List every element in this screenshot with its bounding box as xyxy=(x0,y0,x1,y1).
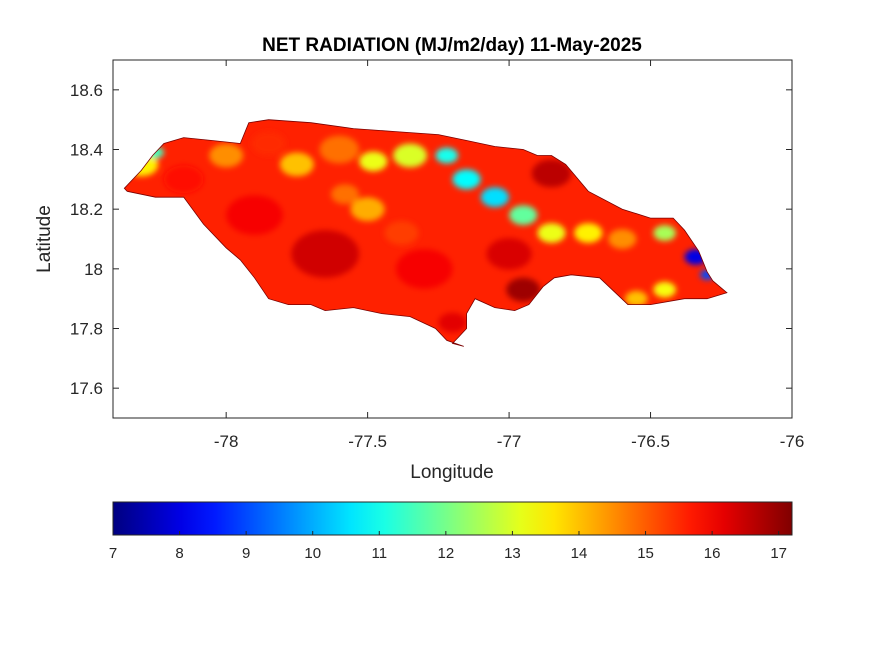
x-tick-label: -76 xyxy=(780,432,805,451)
colorbar-tick-label: 16 xyxy=(704,545,721,562)
field-cell-4 xyxy=(251,131,286,156)
colorbar-gradient xyxy=(112,501,793,536)
field-cell-22 xyxy=(486,238,532,270)
colorbar-tick-label: 15 xyxy=(637,545,654,562)
field-cell-24 xyxy=(395,248,453,289)
colorbar-tick-label: 9 xyxy=(242,545,250,562)
colorbar: 7 8 9 10 11 12 13 14 15 16 17 xyxy=(109,501,793,562)
field-cell-7 xyxy=(359,151,388,172)
colorbar-tick-label: 10 xyxy=(304,545,321,562)
y-tick-label: 17.8 xyxy=(70,320,103,339)
x-axis-ticks: -78 -77.5 -77 -76.5 -76 xyxy=(214,60,804,451)
x-tick-label: -78 xyxy=(214,432,239,451)
field-cell-20 xyxy=(625,290,648,307)
colorbar-tick-label: 7 xyxy=(109,545,117,562)
colorbar-tick-label: 8 xyxy=(175,545,183,562)
y-tick-label: 18.4 xyxy=(70,141,103,160)
field-cell-23 xyxy=(506,277,541,302)
field-cell-3 xyxy=(209,143,244,168)
field-cell-13 xyxy=(537,223,566,243)
field-contours xyxy=(124,131,715,333)
y-tick-label: 18 xyxy=(84,260,103,279)
field-cell-25 xyxy=(438,312,467,333)
x-tick-label: -76.5 xyxy=(631,432,670,451)
field-cell-11 xyxy=(480,187,509,208)
field-cell-12 xyxy=(509,205,538,226)
field-cell-14 xyxy=(574,223,603,243)
field-cell-19 xyxy=(653,281,676,298)
colorbar-tick-label: 14 xyxy=(571,545,588,562)
field-cell-30 xyxy=(384,221,419,245)
colorbar-tick-label: 11 xyxy=(371,545,387,562)
field-cell-10 xyxy=(452,169,481,190)
y-tick-label: 18.2 xyxy=(70,200,103,219)
field-cell-29 xyxy=(330,184,360,205)
field-cell-21 xyxy=(531,159,572,188)
field-cell-6 xyxy=(319,135,360,164)
x-axis-label: Longitude xyxy=(410,462,493,483)
colorbar-tick-label: 17 xyxy=(770,545,787,562)
field-cell-26 xyxy=(291,230,360,278)
x-tick-label: -77.5 xyxy=(348,432,387,451)
field-cell-5 xyxy=(279,152,314,177)
field-cell-28 xyxy=(350,197,385,222)
x-tick-label: -77 xyxy=(497,432,522,451)
y-tick-label: 18.6 xyxy=(70,81,103,100)
field-cell-16 xyxy=(653,225,676,241)
field-cell-8 xyxy=(393,143,428,168)
field-cell-2 xyxy=(163,165,204,194)
colorbar-ticks: 7 8 9 10 11 12 13 14 15 16 17 xyxy=(109,531,787,562)
map-axes: -78 -77.5 -77 -76.5 -76 17.6 17.8 18 18.2 18.4 18… xyxy=(70,59,804,451)
y-tick-label: 17.6 xyxy=(70,379,103,398)
field-cell-15 xyxy=(608,229,637,249)
colorbar-tick-label: 13 xyxy=(504,545,521,562)
y-axis-ticks: 17.6 17.8 18 18.2 18.4 18.6 xyxy=(70,81,792,398)
field-cell-9 xyxy=(435,147,459,164)
field-cell-27 xyxy=(226,195,283,235)
island-outline xyxy=(123,119,728,347)
chart-title: NET RADIATION (MJ/m2/day) 11-May-2025 xyxy=(262,35,642,56)
y-axis-label: Latitude xyxy=(34,205,55,273)
colorbar-tick-label: 12 xyxy=(437,545,454,562)
